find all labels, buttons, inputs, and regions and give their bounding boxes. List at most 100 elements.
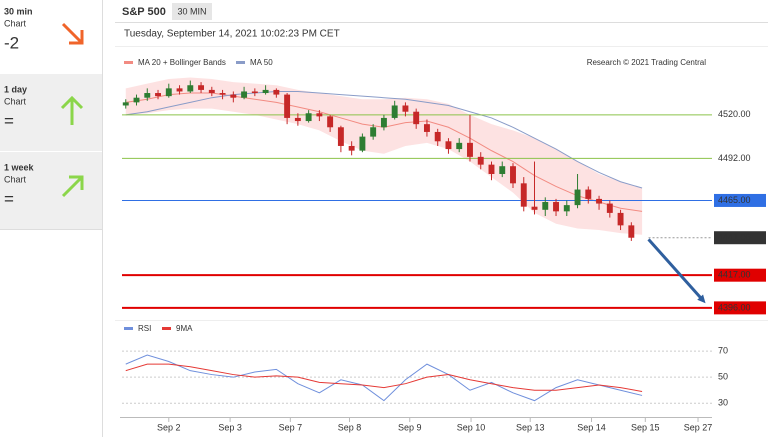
candle-body <box>219 93 226 95</box>
level-label: 4396.00 <box>718 302 751 312</box>
candle-body <box>617 212 624 226</box>
label: Chart <box>4 18 27 28</box>
candle-body <box>230 94 237 98</box>
x-tick-label: Sep 15 <box>631 422 660 432</box>
candle-body <box>434 131 441 142</box>
x-tick-label: Sep 7 <box>279 422 303 432</box>
candle-body <box>165 88 172 97</box>
indicator-line <box>125 363 643 393</box>
level-label-box <box>714 268 766 282</box>
period: 1 day <box>4 84 27 94</box>
x-tick-label: Sep 2 <box>157 422 181 432</box>
arrow-icon <box>60 95 84 125</box>
legend-swatch <box>124 327 133 330</box>
candle-body <box>305 113 312 122</box>
candle-body <box>477 156 484 165</box>
candle-body <box>122 102 129 106</box>
candle-body <box>294 117 301 122</box>
candle-body <box>176 88 183 92</box>
candle-body <box>531 206 538 210</box>
candle-body <box>251 91 258 94</box>
x-tick-label: Sep 14 <box>577 422 606 432</box>
candle-body <box>606 203 613 213</box>
candle-body <box>144 93 151 98</box>
moving-average <box>125 90 643 189</box>
level-label: 4441.06 <box>718 232 751 242</box>
candle-body <box>488 164 495 174</box>
timestamp: Tuesday, September 14, 2021 10:02:23 PM … <box>124 29 340 40</box>
candle-body <box>187 85 194 92</box>
level-label-box <box>714 193 766 207</box>
level-label: 4417.00 <box>718 270 751 280</box>
candle-body <box>499 166 506 174</box>
candle-body <box>337 127 344 146</box>
sidebar-panel[interactable] <box>0 74 102 151</box>
sidebar-panel[interactable] <box>0 152 102 229</box>
instrument: S&P 500 <box>122 6 166 18</box>
legend-swatch <box>162 327 171 330</box>
label: Chart <box>4 96 27 106</box>
x-tick-label: Sep 9 <box>398 422 422 432</box>
candle-body <box>563 205 570 212</box>
score: = <box>4 111 14 130</box>
x-tick-label: Sep 8 <box>338 422 362 432</box>
candle-body <box>423 124 430 132</box>
legend-label: RSI <box>138 324 151 333</box>
candle-body <box>553 202 559 212</box>
candle-body <box>467 142 473 157</box>
candle-body <box>155 93 161 97</box>
candle-body <box>133 97 140 103</box>
legend-label: MA 50 <box>250 58 273 67</box>
candle-body <box>370 127 377 137</box>
candle-body <box>402 105 409 112</box>
candle-body <box>327 116 334 128</box>
candle-body <box>596 198 603 204</box>
x-tick-label: Sep 3 <box>218 422 242 432</box>
score: -2 <box>4 33 19 52</box>
candle-body <box>359 136 366 151</box>
candle-body <box>208 89 215 94</box>
candle-body <box>198 85 205 90</box>
candle-body <box>316 113 323 117</box>
timeframe-button[interactable] <box>172 3 212 20</box>
level-label-box <box>714 301 766 315</box>
candle-body <box>445 141 452 150</box>
legend-label: MA 20 + Bollinger Bands <box>138 58 226 67</box>
candle-body <box>542 202 549 210</box>
arrow-icon <box>61 175 84 198</box>
level-label: 4492.00 <box>718 153 751 163</box>
period: 1 week <box>4 162 35 172</box>
period: 30 min <box>4 6 33 16</box>
candle-body <box>628 225 635 238</box>
candle-body <box>510 166 516 184</box>
y-tick-label: 50 <box>718 372 728 382</box>
candle-body <box>456 142 463 150</box>
score: = <box>4 189 14 208</box>
level-label: 4520.00 <box>718 109 751 119</box>
arrow-icon <box>61 22 84 45</box>
x-tick-label: Sep 13 <box>516 422 545 432</box>
y-tick-label: 30 <box>718 398 728 408</box>
y-tick-label: 70 <box>718 345 728 355</box>
timeframe[interactable]: 30 MIN <box>177 6 206 16</box>
level-label-box <box>714 231 766 245</box>
candle-body <box>380 117 387 128</box>
candle-body <box>585 189 592 199</box>
candle-body <box>520 183 527 207</box>
candle-body <box>273 89 280 95</box>
legend-swatch <box>236 61 245 64</box>
copyright: Research © 2021 Trading Central <box>587 58 707 67</box>
candle-body <box>574 189 581 206</box>
forecast-arrow <box>647 238 705 302</box>
forecast-arrowhead <box>697 294 706 304</box>
indicator-line <box>125 354 643 402</box>
bollinger-band <box>125 77 643 235</box>
candle-body <box>284 94 291 118</box>
candle-body <box>262 89 269 94</box>
candle-body <box>348 145 355 151</box>
candle-body <box>391 105 398 118</box>
candle-body <box>241 91 248 98</box>
candle-body <box>413 111 420 125</box>
